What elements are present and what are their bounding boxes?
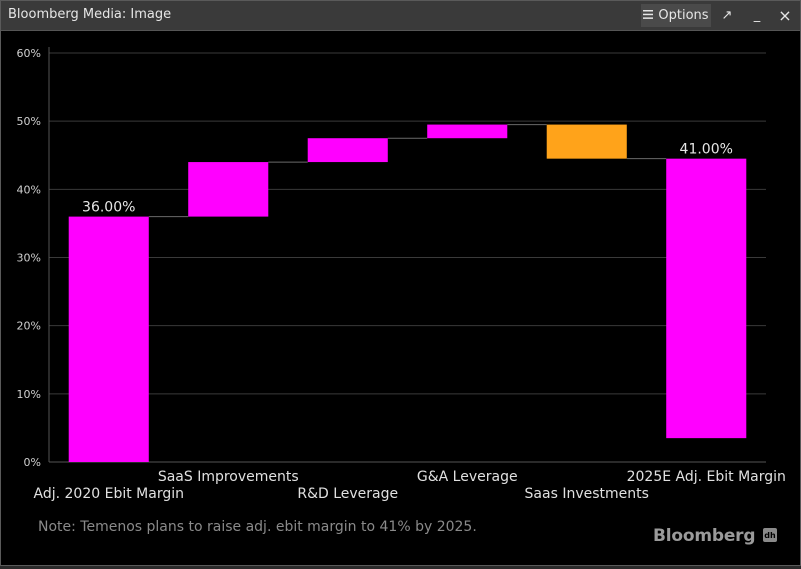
bloomberg-badge-icon: dh: [763, 528, 777, 542]
waterfall-bar: [546, 124, 627, 159]
waterfall-chart: 0% 10% 20% 30% 40% 50% 60% 36.00% Adj. 2020 Ebit…: [17, 47, 786, 502]
options-label: Options: [658, 8, 709, 23]
minimize-icon[interactable]: _: [753, 8, 761, 23]
waterfall-bar: [68, 216, 149, 462]
hamburger-menu-icon: [643, 8, 654, 23]
expand-icon[interactable]: ↗: [721, 8, 733, 23]
y-tick-label: 50%: [17, 115, 41, 128]
options-button[interactable]: Options: [641, 4, 711, 27]
waterfall-bar: [427, 124, 508, 139]
title-bar: Bloomberg Media: Image Options ↗ _ ×: [1, 1, 800, 31]
x-category-label: 2025E Adj. Ebit Margin: [627, 469, 786, 485]
chart-area: 0% 10% 20% 30% 40% 50% 60% 36.00% Adj. 2020 Ebit…: [1, 31, 800, 565]
bar-value-label: 41.00%: [680, 142, 733, 158]
y-tick-label: 0%: [24, 456, 41, 469]
x-category-label: Adj. 2020 Ebit Margin: [34, 486, 184, 502]
waterfall-bar: [188, 162, 269, 217]
x-category-label: R&D Leverage: [297, 486, 398, 502]
y-tick-label: 20%: [17, 320, 41, 333]
x-category-label: SaaS Improvements: [158, 469, 299, 485]
chart-note: Note: Temenos plans to raise adj. ebit m…: [38, 519, 477, 535]
bar-value-label: 36.00%: [82, 200, 135, 216]
bloomberg-logo: Bloomberg: [653, 526, 756, 546]
waterfall-bar: [666, 158, 747, 439]
window-title: Bloomberg Media: Image: [8, 7, 172, 22]
y-tick-label: 10%: [17, 388, 41, 401]
y-tick-label: 40%: [17, 183, 41, 196]
y-tick-label: 30%: [17, 252, 41, 265]
x-category-label: Saas Investments: [525, 486, 649, 502]
x-category-label: G&A Leverage: [417, 469, 518, 485]
waterfall-bar: [307, 138, 388, 163]
close-icon[interactable]: ×: [778, 6, 792, 25]
y-tick-label: 60%: [17, 47, 41, 60]
